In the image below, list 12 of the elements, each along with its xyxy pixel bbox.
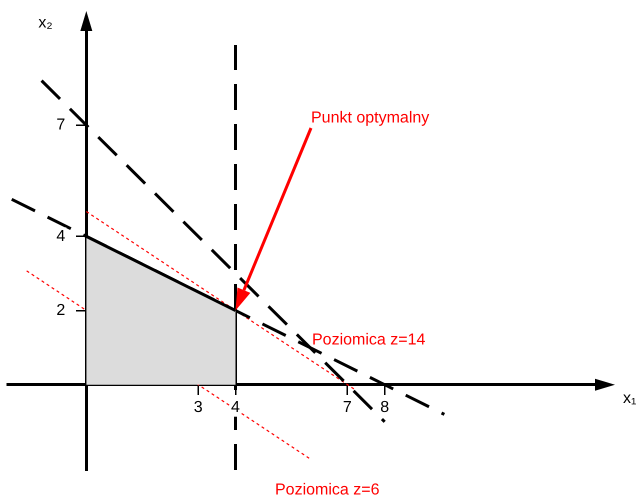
- x-tick-label: 3: [194, 399, 203, 416]
- y-tick-label: 7: [56, 116, 66, 134]
- x-tick-label: 7: [342, 399, 352, 416]
- x-tick-label: 8: [380, 399, 390, 416]
- x-axis-title: x₁: [623, 390, 636, 408]
- annotation: Poziomica z=14: [312, 331, 426, 348]
- text: Poziomica z=6: [275, 481, 380, 498]
- y-tick-label: 4: [56, 228, 66, 245]
- x-tick-label: 4: [231, 399, 240, 416]
- y-axis-title: x₂: [38, 14, 53, 32]
- annotation: Punkt optymalny: [311, 109, 430, 126]
- y-tick-label: 2: [56, 302, 66, 319]
